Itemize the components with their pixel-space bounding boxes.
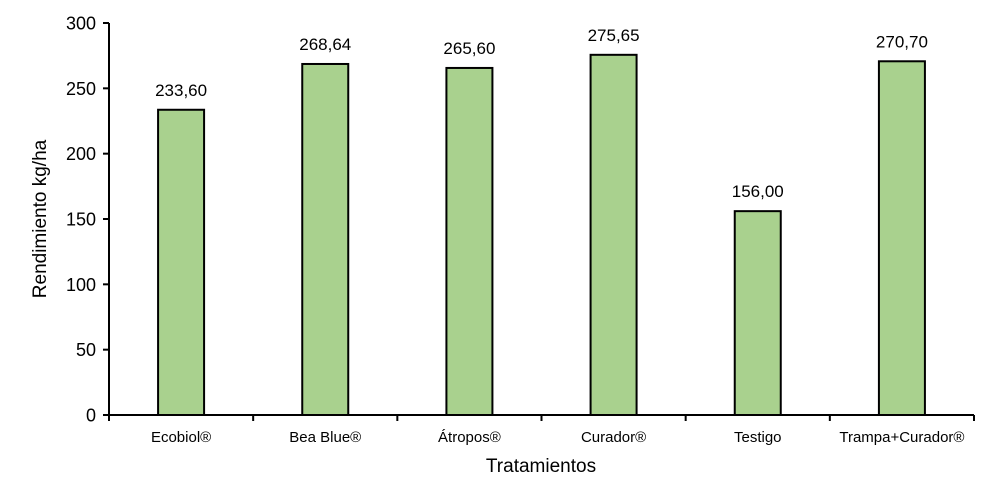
bar bbox=[733, 210, 782, 416]
bar bbox=[589, 53, 638, 417]
y-tick-label: 250 bbox=[66, 79, 96, 99]
x-category-label: Curador® bbox=[581, 429, 646, 446]
axes bbox=[103, 23, 975, 421]
bar-value-label: 156,00 bbox=[732, 182, 784, 201]
y-axis-title: Rendimiento kg/ha bbox=[30, 139, 51, 298]
x-category-label: Testigo bbox=[734, 429, 782, 446]
bar-value-label: 275,65 bbox=[588, 26, 640, 45]
y-tick-label: 50 bbox=[76, 340, 96, 360]
bar bbox=[157, 108, 206, 416]
x-axis-labels: Ecobiol® Bea Blue® Átropos® Curador® Testigo… bbox=[151, 429, 965, 446]
bar-value-label: 270,70 bbox=[876, 32, 928, 51]
x-category-label: Trampa+Curador® bbox=[839, 429, 964, 446]
bars: 233,60 268,64 265,60 275,65 156,00 270,70 bbox=[155, 26, 928, 417]
y-tick-label: 100 bbox=[66, 275, 96, 295]
bar bbox=[301, 62, 350, 416]
y-tick-label: 200 bbox=[66, 144, 96, 164]
y-tick-label: 0 bbox=[86, 406, 96, 426]
bar-value-label: 265,60 bbox=[443, 39, 495, 58]
x-axis-title: Tratamientos bbox=[486, 456, 596, 477]
x-category-label: Átropos® bbox=[438, 429, 501, 446]
bar bbox=[877, 60, 926, 416]
bar bbox=[445, 66, 494, 416]
y-axis-ticks: 0 50 100 150 200 250 300 bbox=[66, 14, 109, 426]
x-category-label: Bea Blue® bbox=[289, 429, 361, 446]
x-category-label: Ecobiol® bbox=[151, 429, 211, 446]
y-tick-label: 300 bbox=[66, 14, 96, 34]
bar-value-label: 268,64 bbox=[299, 35, 351, 54]
bar-value-label: 233,60 bbox=[155, 81, 207, 100]
y-tick-label: 150 bbox=[66, 210, 96, 230]
